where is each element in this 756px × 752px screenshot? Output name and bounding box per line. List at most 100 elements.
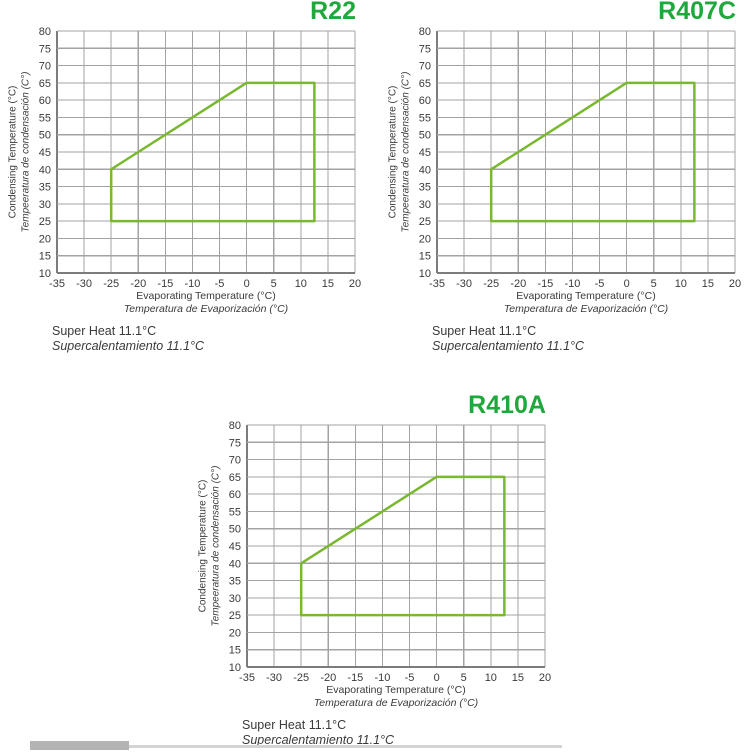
y-axis-label-es: Tempeeratura de condensación (C°)	[210, 465, 222, 627]
chart-r22: R22 -35 -30 -25 -20 -15 -10 -5 0 5 10 15 20 10 15 20 25…	[0, 0, 378, 358]
x-tick-label: -15	[157, 278, 173, 290]
y-tick-label: 50	[229, 524, 241, 536]
y-tick-label: 15	[419, 251, 431, 263]
x-tick-label: 20	[349, 278, 361, 290]
x-tick-label: 10	[295, 278, 307, 290]
x-tick-label: 5	[651, 278, 657, 290]
y-tick-label: 65	[419, 78, 431, 90]
chart-title: R410A	[468, 391, 546, 419]
x-tick-label: -5	[405, 672, 415, 684]
y-axis-label-es: Tempeeratura de condensación (C°)	[400, 71, 412, 233]
y-tick-label: 60	[39, 95, 51, 107]
y-tick-label: 30	[229, 593, 241, 605]
y-tick-label: 70	[419, 61, 431, 73]
y-tick-label: 70	[229, 455, 241, 467]
y-tick-label: 45	[419, 147, 431, 159]
y-tick-label: 25	[229, 610, 241, 622]
y-tick-label: 35	[229, 576, 241, 588]
x-tick-label: 20	[539, 672, 551, 684]
superheat-note-en: Super Heat 11.1°C	[432, 324, 537, 338]
y-tick-label: 25	[419, 216, 431, 228]
x-tick-label: -5	[595, 278, 605, 290]
x-tick-label: -30	[266, 672, 282, 684]
x-axis-label-en: Evaporating Temperature (°C)	[516, 290, 656, 302]
y-tick-label: 20	[419, 233, 431, 245]
x-tick-label: 0	[434, 672, 440, 684]
y-tick-label: 40	[229, 558, 241, 570]
y-tick-label: 35	[419, 182, 431, 194]
y-tick-label: 15	[39, 251, 51, 263]
operating-envelope	[109, 81, 316, 223]
y-tick-label: 20	[39, 233, 51, 245]
y-axis-label-en: Condensing Temperature (°C)	[197, 479, 209, 613]
superheat-note-en: Super Heat 11.1°C	[242, 718, 347, 732]
cropped-table-fragment-line	[129, 745, 562, 748]
y-tick-label: 80	[39, 26, 51, 38]
x-tick-label: -35	[429, 278, 445, 290]
x-tick-label: -5	[215, 278, 225, 290]
y-tick-label: 55	[229, 506, 241, 518]
y-tick-label: 30	[39, 199, 51, 211]
y-tick-label: 70	[39, 61, 51, 73]
x-tick-label: 15	[322, 278, 334, 290]
x-tick-label: 0	[624, 278, 630, 290]
y-tick-label: 10	[229, 662, 241, 674]
chart-r410a: R410A -35 -30 -25 -20 -15 -10 -5 0 5 10 15 20 10 15 20…	[190, 391, 568, 752]
plot-area-r407c: -35 -30 -25 -20 -15 -10 -5 0 5 10 15 20 10 15 20 25 30 35…	[419, 26, 741, 290]
y-axis-label-en: Condensing Temperature (°C)	[387, 85, 399, 219]
x-tick-label: 15	[512, 672, 524, 684]
y-tick-label: 30	[419, 199, 431, 211]
y-tick-label: 75	[419, 43, 431, 55]
y-tick-label: 15	[229, 645, 241, 657]
x-tick-label: -20	[320, 672, 336, 684]
plot-area-r410a: -35 -30 -25 -20 -15 -10 -5 0 5 10 15 20 10 15 20 25 30 35…	[229, 420, 551, 684]
y-tick-label: 75	[229, 437, 241, 449]
chart-title: R22	[310, 0, 356, 25]
x-axis-label-es: Temperatura de Evaporización (°C)	[313, 697, 479, 709]
y-tick-label: 45	[39, 147, 51, 159]
plot-area-r22: -35 -30 -25 -20 -15 -10 -5 0 5 10 15 20 10 15 20 25 30 35…	[39, 26, 361, 290]
x-tick-label: -30	[76, 278, 92, 290]
y-tick-label: 60	[419, 95, 431, 107]
x-tick-label: -10	[565, 278, 581, 290]
y-tick-label: 50	[39, 130, 51, 142]
y-tick-label: 80	[229, 420, 241, 432]
x-tick-label: -35	[49, 278, 65, 290]
x-axis-label-es: Temperatura de Evaporización (°C)	[123, 303, 289, 315]
superheat-note-es: Supercalentamiento 11.1°C	[432, 339, 585, 353]
y-tick-label: 20	[229, 627, 241, 639]
x-tick-label: 0	[244, 278, 250, 290]
y-tick-label: 55	[419, 112, 431, 124]
y-tick-label: 65	[229, 472, 241, 484]
x-tick-label: -25	[103, 278, 119, 290]
operating-envelope	[299, 475, 506, 617]
x-tick-label: -25	[483, 278, 499, 290]
x-tick-label: -15	[537, 278, 553, 290]
x-axis-label-es: Temperatura de Evaporización (°C)	[503, 303, 669, 315]
y-tick-label: 50	[419, 130, 431, 142]
y-tick-label: 10	[419, 268, 431, 280]
y-tick-label: 25	[39, 216, 51, 228]
x-tick-label: -20	[510, 278, 526, 290]
x-tick-label: -35	[239, 672, 255, 684]
x-tick-label: -10	[185, 278, 201, 290]
x-tick-label: -30	[456, 278, 472, 290]
x-tick-label: 5	[271, 278, 277, 290]
x-tick-label: 10	[485, 672, 497, 684]
x-tick-label: -25	[293, 672, 309, 684]
chart-title: R407C	[658, 0, 736, 25]
x-tick-label: 5	[461, 672, 467, 684]
y-tick-label: 35	[39, 182, 51, 194]
y-tick-label: 75	[39, 43, 51, 55]
x-axis-label-en: Evaporating Temperature (°C)	[326, 684, 466, 696]
x-tick-label: 10	[675, 278, 687, 290]
y-tick-label: 45	[229, 541, 241, 553]
x-tick-label: 15	[702, 278, 714, 290]
y-tick-label: 80	[419, 26, 431, 38]
y-tick-label: 40	[39, 164, 51, 176]
x-tick-label: 20	[729, 278, 741, 290]
y-tick-label: 65	[39, 78, 51, 90]
y-tick-label: 60	[229, 489, 241, 501]
y-tick-label: 55	[39, 112, 51, 124]
